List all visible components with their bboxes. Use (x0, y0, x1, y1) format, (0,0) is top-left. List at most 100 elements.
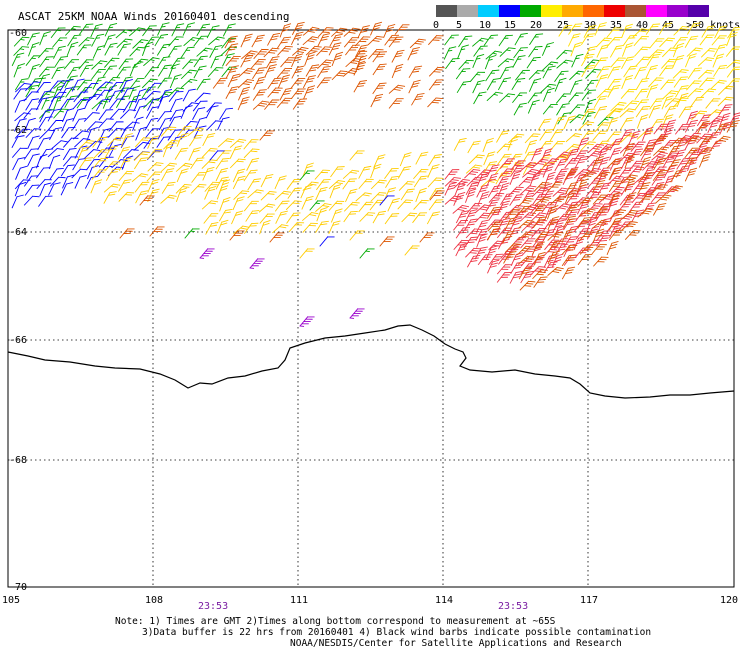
wind-barb (499, 47, 516, 57)
wind-barb (370, 93, 384, 108)
wind-barb (468, 154, 485, 165)
wind-barb (84, 95, 97, 110)
wind-barb (28, 63, 40, 79)
wind-barb (580, 33, 596, 46)
wind-barb (699, 34, 715, 46)
wind-barb (508, 153, 523, 166)
wind-barb (203, 213, 219, 224)
wind-barb (554, 77, 567, 92)
wind-barb (628, 201, 644, 213)
wind-barb (123, 121, 140, 131)
wind-barb (714, 123, 729, 135)
wind-barb (487, 227, 501, 241)
wind-barb (251, 34, 265, 48)
wind-barb (408, 65, 423, 79)
wind-barb (96, 89, 112, 100)
wind-barb (247, 178, 262, 191)
wind-barb (587, 143, 605, 154)
wind-barb (666, 185, 683, 195)
wind-barb (630, 141, 646, 152)
wind-barb (317, 59, 334, 69)
wind-barb (608, 229, 624, 241)
wind-barb (47, 119, 63, 131)
wind-barb (609, 157, 623, 171)
wind-barb (38, 116, 53, 129)
wind-barb (238, 86, 251, 101)
wind-barb (673, 25, 690, 36)
lat-label-66: -66 (9, 335, 27, 346)
wind-barb (110, 108, 126, 119)
wind-barb (581, 89, 597, 101)
wind-barb (673, 149, 686, 163)
wind-barb (586, 191, 602, 204)
wind-barb (509, 217, 522, 232)
wind-barb (543, 246, 560, 257)
wind-barb (267, 32, 281, 46)
wind-barb (563, 115, 576, 130)
wind-barb (578, 231, 595, 242)
wind-barb (578, 208, 596, 218)
wind-barb (77, 79, 92, 91)
wind-barb (141, 78, 158, 89)
legend-color-bar (436, 5, 709, 17)
wind-barb (180, 105, 193, 119)
wind-barb (204, 181, 220, 192)
legend-swatch (457, 5, 478, 17)
wind-barb (597, 147, 609, 162)
wind-barb (542, 103, 558, 115)
wind-barb (607, 66, 621, 79)
wind-barb (167, 45, 182, 58)
wind-barb (252, 67, 266, 80)
wind-barb (188, 134, 204, 147)
wind-barb (453, 191, 466, 206)
wind-barb (115, 29, 133, 39)
wind-barb (201, 159, 218, 170)
wind-barb (359, 211, 376, 222)
wind-barb (84, 148, 101, 159)
wind-barb (581, 64, 595, 78)
wind-barb (726, 59, 740, 69)
wind-barb (497, 58, 515, 68)
wind-barb (25, 128, 42, 139)
wind-barb (452, 204, 470, 214)
legend-tick-0: 0 (433, 20, 439, 31)
wind-barb (104, 42, 118, 56)
wind-barb (218, 208, 233, 222)
wind-barb (689, 96, 705, 109)
wind-barb (62, 147, 77, 161)
wind-barb (253, 76, 266, 90)
wind-barb (617, 201, 633, 213)
wind-barb (487, 221, 503, 232)
wind-barb (453, 239, 469, 250)
wind-barb (513, 102, 527, 116)
wind-barb (292, 46, 309, 56)
wind-barb (598, 193, 616, 204)
wind-barb (687, 67, 702, 80)
wind-barb (635, 56, 651, 67)
wind-barb (631, 183, 647, 195)
wind-barb (676, 157, 691, 170)
wind-barb (384, 167, 399, 179)
wind-barb (549, 140, 565, 152)
wind-barb (718, 104, 733, 116)
wind-barb (90, 23, 103, 38)
wind-barb (634, 46, 650, 57)
legend-swatch (520, 5, 541, 17)
wind-barb (217, 116, 230, 131)
wind-barb (14, 181, 27, 197)
wind-barb (561, 266, 576, 280)
wind-barb (158, 117, 173, 131)
wind-barb (465, 228, 482, 239)
wind-barb (343, 27, 360, 37)
time-label-east: 23:53 (498, 601, 528, 612)
wind-barb (116, 38, 133, 49)
wind-barb (11, 52, 25, 67)
wind-barb (592, 130, 608, 141)
wind-barb (488, 192, 505, 203)
wind-barb (118, 170, 134, 182)
wind-barb (15, 165, 28, 180)
wind-barb (299, 170, 315, 181)
wind-barb (243, 139, 259, 150)
wind-barb (180, 69, 197, 80)
